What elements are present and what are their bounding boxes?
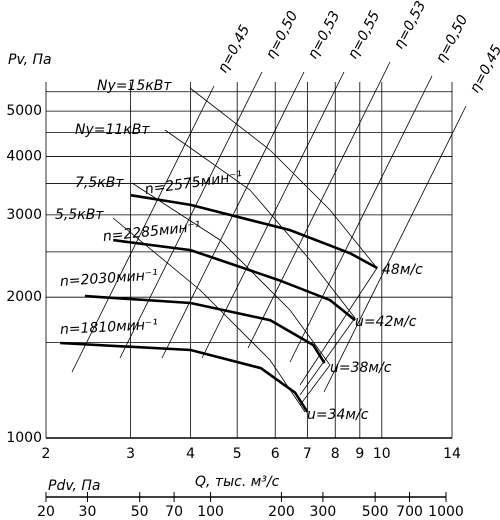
efficiency-label: η=0,50 bbox=[263, 8, 301, 61]
efficiency-label: η=0,55 bbox=[345, 8, 383, 61]
power-label: 5,5кВт bbox=[55, 207, 104, 223]
efficiency-label: η=0,53 bbox=[305, 9, 343, 62]
efficiency-line bbox=[289, 75, 433, 363]
efficiency-line bbox=[71, 85, 215, 373]
efficiency-label: η=0,45 bbox=[215, 22, 253, 75]
velocity-line bbox=[299, 317, 356, 396]
speed-curve bbox=[113, 238, 356, 322]
speed-curve bbox=[84, 294, 326, 364]
efficiency-line bbox=[323, 105, 467, 393]
x-tick-label: 9 bbox=[355, 446, 364, 462]
x2-tick-label: 100 bbox=[197, 504, 224, 520]
x-tick-label: 4 bbox=[186, 446, 195, 462]
velocity-line bbox=[299, 267, 378, 386]
velocity-line bbox=[299, 364, 331, 406]
y-axis-label: Pv, Па bbox=[8, 52, 52, 68]
series-label: n=2030мин⁻¹ bbox=[59, 267, 158, 290]
series-label: n=2285мин⁻¹ bbox=[102, 219, 201, 245]
x-tick-label: 10 bbox=[373, 446, 391, 462]
efficiency-line bbox=[247, 61, 391, 349]
x2-tick-label: 70 bbox=[165, 504, 183, 520]
y-tick-label: 2000 bbox=[6, 289, 42, 305]
speed-label: u=38м/с bbox=[330, 360, 392, 376]
x2-axis-label: Pdv, Па bbox=[48, 478, 100, 494]
speed-curve bbox=[60, 341, 309, 413]
x-tick-label: 6 bbox=[271, 446, 280, 462]
power-label: Ny=15кВт bbox=[97, 78, 172, 94]
x2-tick-label: 20 bbox=[37, 504, 55, 520]
speed-curve bbox=[130, 193, 379, 270]
x-tick-label: 3 bbox=[126, 446, 135, 462]
x2-tick-label: 200 bbox=[268, 504, 295, 520]
x2-tick-label: 30 bbox=[79, 504, 97, 520]
x-tick-label: 7 bbox=[303, 446, 312, 462]
y-tick-label: 5000 bbox=[6, 103, 42, 119]
speed-label: u=42м/с bbox=[355, 314, 417, 330]
power-label: 7,5кВт bbox=[75, 175, 124, 191]
speed-label: u=34м/с bbox=[307, 407, 369, 423]
x2-tick-label: 500 bbox=[362, 504, 389, 520]
x2-tick-label: 1000 bbox=[428, 504, 464, 520]
speed-label: 48м/с bbox=[382, 262, 423, 278]
efficiency-line bbox=[119, 71, 263, 359]
power-label: Ny=11кВт bbox=[75, 122, 150, 138]
efficiency-label: η=0,50 bbox=[433, 12, 471, 65]
power-line bbox=[112, 217, 306, 413]
y-tick-label: 4000 bbox=[6, 148, 42, 164]
y-tick-label: 1000 bbox=[6, 430, 42, 446]
series-label: n=1810мин⁻¹ bbox=[60, 317, 159, 338]
efficiency-label: η=0,53 bbox=[391, 0, 429, 52]
series-label: n=2575мин⁻¹ bbox=[144, 168, 243, 197]
efficiency-label: η=0,45 bbox=[467, 42, 500, 95]
power-line bbox=[131, 182, 331, 366]
x-tick-label: 5 bbox=[233, 446, 242, 462]
x2-tick-label: 50 bbox=[131, 504, 149, 520]
x-tick-label: 2 bbox=[42, 446, 51, 462]
y-tick-label: 3000 bbox=[6, 207, 42, 223]
x2-tick-label: 700 bbox=[396, 504, 423, 520]
x2-tick-label: 300 bbox=[310, 504, 337, 520]
power-line bbox=[164, 129, 356, 319]
x-tick-label: 14 bbox=[443, 446, 461, 462]
x-axis-label: Q, тыс. м³/с bbox=[195, 474, 280, 490]
x-tick-label: 8 bbox=[331, 446, 340, 462]
power-line bbox=[189, 87, 378, 269]
